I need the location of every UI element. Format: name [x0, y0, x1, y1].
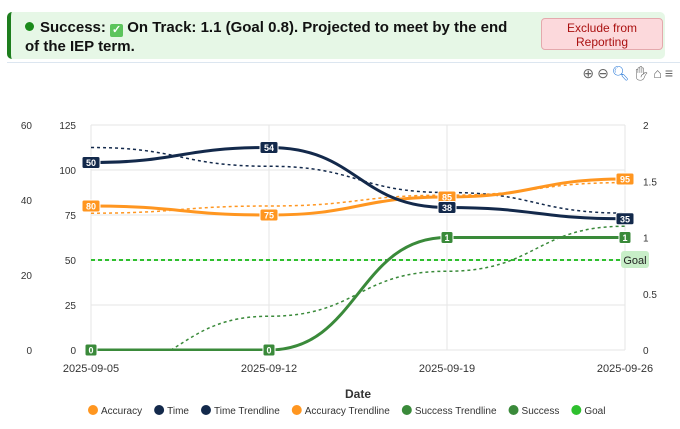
- y-tick-label: 100: [59, 166, 76, 177]
- y-tick-label: 25: [65, 301, 77, 312]
- y-tick-label: 0: [643, 346, 649, 357]
- data-label-bg: [618, 231, 632, 244]
- pan-icon[interactable]: ✋︎: [632, 65, 654, 81]
- data-label: 35: [620, 214, 630, 224]
- selection-zoom-icon[interactable]: 🔍︎: [611, 65, 633, 81]
- legend-item-accuracy[interactable]: Accuracy: [101, 406, 142, 417]
- series-line-success-trendline: [167, 225, 626, 351]
- legend-marker: [508, 405, 519, 415]
- data-label-bg: [437, 201, 457, 214]
- y-tick-label: 40: [21, 196, 33, 207]
- data-label: 75: [264, 211, 274, 221]
- data-label-bg: [259, 208, 279, 222]
- x-tick-label: 2025-09-05: [63, 363, 119, 375]
- data-label: 95: [620, 175, 630, 185]
- zoom-in-icon[interactable]: ⊕: [582, 65, 598, 81]
- legend-item-success-trendline[interactable]: Success Trendline: [415, 406, 497, 417]
- data-label-bg: [84, 343, 98, 357]
- data-label-bg: [81, 156, 101, 169]
- status-message: Success: ✓ On Track: 1.1 (Goal 0.8). Pro…: [25, 18, 525, 56]
- data-label-bg: [615, 212, 635, 226]
- y-tick-label: 125: [59, 121, 76, 132]
- status-label: Success:: [40, 19, 106, 36]
- checkmark-icon: ✓: [110, 24, 124, 37]
- data-label: 1: [622, 233, 627, 243]
- y-tick-label: 60: [21, 121, 33, 132]
- data-label-bg: [81, 199, 101, 213]
- y-tick-label: 50: [65, 256, 77, 267]
- status-dot-icon: [25, 22, 34, 31]
- y-tick-label: 0: [70, 346, 76, 357]
- goal-annotation: Goal: [623, 255, 646, 267]
- goal-annotation-bg: [621, 251, 649, 268]
- data-label-bg: [262, 343, 276, 357]
- home-icon[interactable]: ⌂: [653, 65, 665, 81]
- y-tick-label: 1: [643, 234, 649, 245]
- legend-marker: [88, 405, 98, 415]
- legend-marker: [291, 405, 302, 415]
- data-label: 50: [86, 158, 96, 168]
- legend-item-success[interactable]: Success: [522, 406, 560, 417]
- data-label: 0: [88, 346, 93, 356]
- legend-marker: [200, 405, 211, 415]
- exclude-from-reporting-button[interactable]: Exclude from Reporting: [541, 18, 663, 50]
- series-line-success: [91, 235, 625, 351]
- menu-icon[interactable]: ≡: [664, 65, 676, 81]
- legend-marker: [571, 405, 582, 415]
- zoom-out-icon[interactable]: ⊖: [597, 65, 612, 81]
- y-tick-label: 0.5: [643, 290, 657, 301]
- data-label: 80: [86, 202, 96, 212]
- data-label-bg: [259, 141, 279, 154]
- x-axis-title: Date: [345, 387, 371, 401]
- chart-toolbar: ⊕⊖🔍︎✋︎⌂≡: [582, 65, 676, 82]
- data-label-bg: [615, 172, 635, 186]
- status-banner: Success: ✓ On Track: 1.1 (Goal 0.8). Pro…: [7, 12, 665, 59]
- x-tick-label: 2025-09-19: [419, 363, 475, 375]
- legend-item-accuracy-trendline[interactable]: Accuracy Trendline: [305, 406, 390, 417]
- legend-marker: [154, 405, 165, 415]
- series-line-time: [90, 145, 626, 221]
- y-tick-label: 1.5: [643, 177, 657, 188]
- legend-item-time-trendline[interactable]: Time Trendline: [214, 406, 280, 417]
- legend-item-time[interactable]: Time: [167, 406, 189, 417]
- data-label-bg: [440, 231, 454, 244]
- series-line-accuracy: [90, 177, 626, 217]
- data-label: 38: [442, 203, 452, 213]
- divider: [7, 62, 680, 63]
- data-label: 0: [266, 346, 271, 356]
- y-tick-label: 2: [643, 121, 649, 132]
- status-text: On Track: 1.1 (Goal 0.8). Projected to m…: [25, 19, 508, 55]
- legend-item-goal[interactable]: Goal: [584, 406, 605, 417]
- data-label: 1: [444, 233, 449, 243]
- y-tick-label: 0: [26, 346, 32, 357]
- x-tick-label: 2025-09-26: [597, 363, 653, 375]
- data-label: 54: [264, 143, 274, 153]
- y-tick-label: 75: [65, 211, 77, 222]
- data-label: 85: [442, 193, 452, 203]
- legend-marker: [401, 405, 412, 415]
- x-tick-label: 2025-09-12: [241, 363, 297, 375]
- y-tick-label: 20: [21, 271, 33, 282]
